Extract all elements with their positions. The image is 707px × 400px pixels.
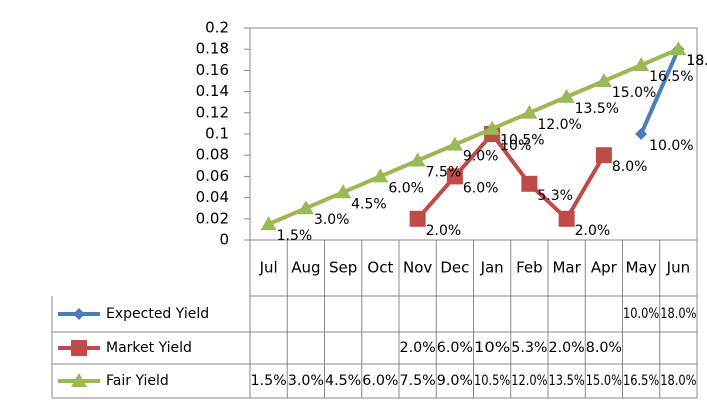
table-value: 3.0% (288, 373, 324, 389)
x-tick-label: Oct (367, 259, 393, 277)
series-line (267, 47, 680, 226)
point (670, 41, 687, 56)
table-value: 18.0% (660, 306, 696, 322)
x-tick-label: Nov (403, 259, 432, 277)
point (484, 120, 501, 135)
table-value: 4.5% (325, 373, 361, 389)
point (71, 340, 87, 356)
data-label: 7.5% (426, 165, 462, 181)
data-label: 8.0% (612, 159, 648, 175)
y-tick-label: 0 (219, 231, 229, 249)
y-tick-label: 0.14 (196, 82, 229, 100)
legend-label: Expected Yield (106, 306, 209, 322)
table-value: 16.5% (623, 373, 659, 389)
point (409, 152, 426, 167)
data-label: 15.0% (612, 85, 656, 101)
table-value: 1.5% (251, 373, 287, 389)
data-label: 13.5% (575, 101, 619, 117)
point (446, 136, 463, 151)
data-label: 18.0% (686, 53, 707, 69)
point (595, 147, 612, 164)
y-tick-label: 0.16 (196, 61, 229, 79)
y-tick-label: 0.2 (205, 19, 229, 37)
table-value: 7.5% (400, 373, 436, 389)
x-tick-label: Jul (259, 259, 278, 277)
x-tick-label: Dec (440, 259, 469, 277)
x-tick-label: Mar (552, 259, 581, 277)
data-label: 9.0% (463, 149, 499, 165)
y-tick-label: 0.18 (196, 40, 229, 58)
data-label: 6.0% (388, 180, 424, 196)
table-value: 2.0% (549, 340, 585, 356)
data-label: 2.0% (426, 223, 462, 239)
table-value: 18.0% (660, 373, 696, 389)
x-tick-label: Sep (329, 259, 357, 277)
point (73, 308, 85, 320)
data-label: 5.3% (537, 188, 573, 204)
x-tick-label: Jan (480, 259, 504, 277)
point (71, 373, 87, 387)
x-tick-label: Aug (291, 259, 320, 277)
table-value: 10.0% (623, 306, 659, 322)
x-tick-label: Jun (666, 259, 690, 277)
table-value: 5.3% (511, 340, 547, 356)
x-tick-label: May (626, 259, 657, 277)
data-label: 10.0% (649, 138, 693, 154)
y-tick-label: 0.1 (205, 125, 229, 143)
point (633, 57, 650, 72)
point (521, 175, 538, 192)
series-line (639, 48, 681, 135)
x-tick-label: Feb (516, 259, 543, 277)
table-value: 13.5% (549, 373, 585, 389)
y-tick-label: 0.06 (196, 167, 229, 185)
point (409, 210, 426, 227)
table-value: 12.0% (511, 373, 547, 389)
x-tick-label: Apr (591, 259, 618, 277)
y-tick-label: 0.12 (196, 103, 229, 121)
table-value: 10% (474, 340, 510, 356)
table-value: 15.0% (586, 373, 622, 389)
y-tick-label: 0.04 (196, 188, 229, 206)
point (521, 104, 538, 119)
point (558, 88, 575, 103)
point (558, 210, 575, 227)
data-label: 16.5% (649, 69, 693, 85)
data-label: 10.5% (500, 133, 544, 149)
data-label: 4.5% (351, 196, 387, 212)
table-value: 6.0% (362, 373, 398, 389)
table-value: 8.0% (586, 340, 622, 356)
table-value: 9.0% (437, 373, 473, 389)
point (297, 200, 314, 215)
table-value: 6.0% (437, 340, 473, 356)
data-label: 2.0% (575, 223, 611, 239)
point (446, 168, 463, 185)
data-label: 12.0% (537, 117, 581, 133)
plot-area (249, 27, 698, 241)
legend-label: Market Yield (106, 340, 192, 356)
point (372, 168, 389, 183)
data-label: 1.5% (277, 228, 313, 244)
point (335, 184, 352, 199)
data-label: 10% (500, 138, 531, 154)
data-label: 18.0% (686, 53, 707, 69)
y-tick-label: 0.02 (196, 209, 229, 227)
point (260, 216, 277, 231)
legend-label: Fair Yield (106, 373, 169, 389)
point (595, 73, 612, 87)
y-tick-label: 0.08 (196, 146, 229, 164)
data-label: 3.0% (314, 212, 350, 228)
table-value: 10.5% (474, 373, 510, 389)
data-label: 6.0% (463, 180, 499, 196)
point (635, 128, 648, 140)
table-value: 2.0% (400, 340, 436, 356)
